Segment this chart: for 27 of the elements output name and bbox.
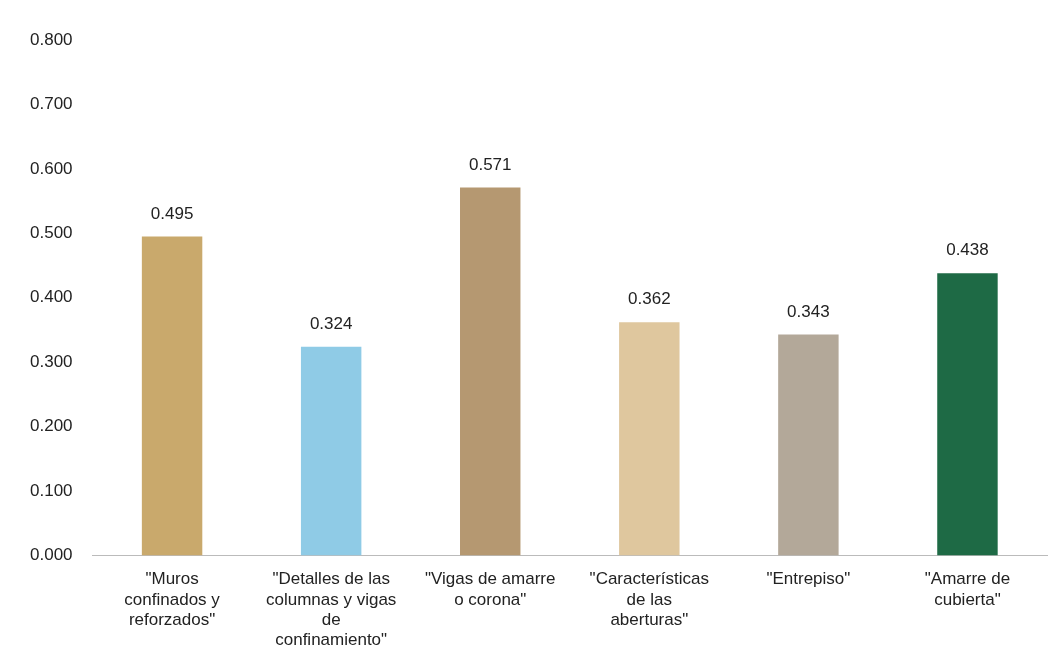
bar: [937, 273, 998, 556]
data-label: 0.571: [468, 154, 512, 174]
y-tick-label: 0.100: [29, 480, 73, 500]
x-tick-label: "Detalles de las columnas y vigas de confinamiento": [265, 569, 397, 650]
y-tick-label: 0.600: [29, 158, 73, 178]
data-label: 0.343: [787, 301, 830, 321]
bar: [300, 346, 362, 556]
x-tick-label: "Entrepiso": [766, 569, 851, 589]
y-tick-label: 0.800: [29, 29, 73, 49]
data-label: 0.324: [309, 313, 353, 333]
data-label: 0.495: [150, 203, 194, 223]
x-tick-label: "Muros confinados y reforzados": [124, 569, 221, 630]
y-tick-label: 0.400: [29, 287, 73, 307]
x-tick-label: "Vigas de amarre o corona": [425, 569, 556, 609]
x-tick-label: "Amarre de cubierta": [924, 569, 1011, 609]
y-tick-label: 0.200: [29, 416, 73, 436]
bar: [460, 187, 521, 556]
x-tick-label: "Características de las aberturas": [589, 569, 710, 630]
y-tick-label: 0.000: [29, 545, 73, 565]
y-tick-label: 0.300: [29, 351, 73, 371]
bar: [141, 236, 203, 556]
data-label: 0.362: [628, 289, 671, 309]
y-tick-label: 0.500: [29, 222, 73, 242]
y-tick-label: 0.700: [29, 94, 73, 114]
bar: [619, 322, 680, 556]
bar: [778, 334, 839, 556]
data-label: 0.438: [946, 240, 989, 260]
